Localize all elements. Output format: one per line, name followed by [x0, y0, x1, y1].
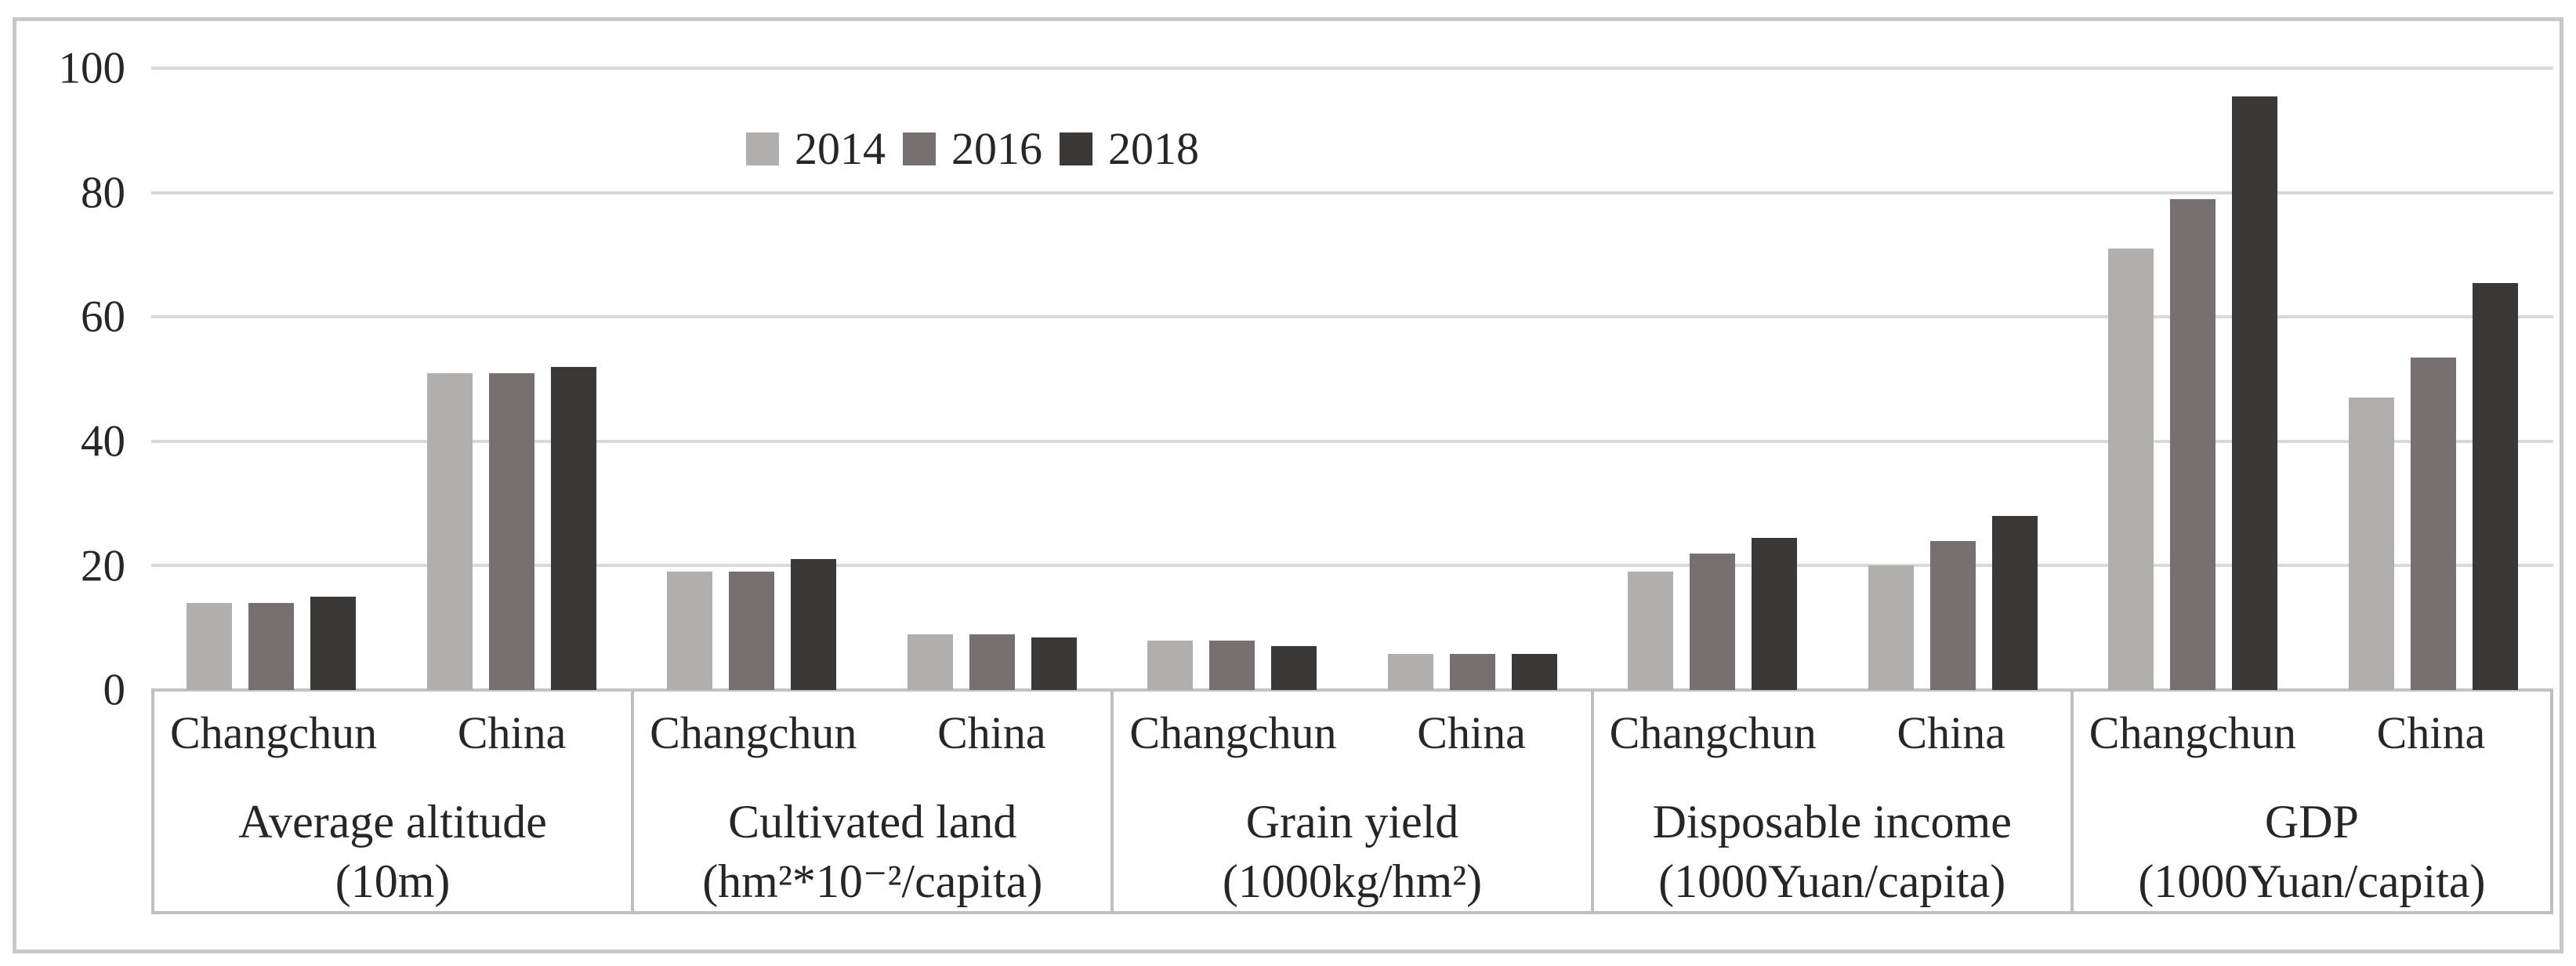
y-tick-60: 60: [81, 292, 125, 342]
sub-label-china: China: [1417, 706, 1526, 758]
legend-label-2014: 2014: [795, 123, 886, 174]
bar-2018-china: [1991, 516, 2038, 690]
bar-2014-changchun: [2108, 249, 2154, 690]
legend-swatch-2016-icon: [903, 133, 936, 165]
bar-series-container: [151, 68, 2553, 690]
group-label: Cultivated land (hm²*10⁻²/capita): [702, 796, 1043, 907]
legend-entry-2014: 2014: [746, 125, 886, 172]
bar-2016-changchun: [1690, 554, 1736, 690]
bar-cluster-china: [872, 68, 1113, 690]
legend-label-2018: 2018: [1108, 123, 1199, 174]
bar-cluster-china: [1833, 68, 2074, 690]
bar-2018-changchun: [1271, 646, 1317, 690]
bar-cluster-china: [1353, 68, 1593, 690]
legend-entry-2016: 2016: [903, 125, 1042, 172]
legend-entry-2018: 2018: [1060, 125, 1199, 172]
gridline-40: [151, 439, 2553, 443]
legend-swatch-2018-icon: [1060, 133, 1092, 165]
bar-cluster-changchun: [632, 68, 872, 690]
gridline-80: [151, 191, 2553, 194]
bar-2018-china: [550, 367, 596, 690]
legend-label-2016: 2016: [951, 123, 1042, 174]
bar-group-2: [1112, 68, 1592, 690]
legend: 2014 2016 2018: [746, 125, 1199, 172]
bar-2016-changchun: [248, 603, 295, 690]
bar-2016-changchun: [2170, 199, 2216, 690]
bar-2018-china: [1031, 637, 1077, 690]
bar-2016-china: [2410, 358, 2456, 690]
bar-cluster-china: [392, 68, 632, 690]
bar-group-3: [1592, 68, 2073, 690]
bar-cluster-changchun: [2073, 68, 2313, 690]
group-label: Grain yield (1000kg/hm²): [1222, 796, 1483, 907]
category-group-disposable-income: Changchun China Disposable income (1000Y…: [1594, 690, 2074, 911]
bar-2018-changchun: [2232, 96, 2278, 690]
legend-swatch-2014-icon: [746, 133, 779, 165]
category-group-gdp: Changchun China GDP (1000Yuan/capita): [2074, 690, 2550, 911]
gridline-60: [151, 315, 2553, 319]
bar-2014-china: [1868, 565, 1914, 690]
bar-2016-china: [1929, 541, 1976, 690]
bar-2014-china: [907, 634, 953, 690]
bar-2018-china: [1511, 654, 1557, 690]
category-group-average-altitude: Changchun China Average altitude (10m): [154, 690, 635, 911]
sub-label-china: China: [457, 706, 567, 758]
bar-2016-changchun: [729, 572, 775, 690]
sub-label-changchun: Changchun: [1609, 706, 1817, 758]
bar-cluster-changchun: [1112, 68, 1353, 690]
bar-2018-changchun: [310, 597, 357, 690]
bar-group-1: [632, 68, 1112, 690]
bar-2016-china: [969, 634, 1015, 690]
x-axis-line: [151, 688, 2553, 692]
sub-label-china: China: [1897, 706, 2006, 758]
bar-cluster-changchun: [151, 68, 392, 690]
sub-label-changchun: Changchun: [1129, 706, 1337, 758]
bar-2018-changchun: [791, 559, 837, 690]
y-tick-80: 80: [81, 168, 125, 218]
bar-2016-changchun: [1209, 641, 1255, 690]
bar-2014-changchun: [1628, 572, 1674, 690]
y-tick-40: 40: [81, 416, 125, 467]
bar-2016-china: [1449, 654, 1495, 690]
y-tick-100: 100: [58, 43, 126, 93]
sub-label-china: China: [937, 706, 1046, 758]
bar-group-0: [151, 68, 632, 690]
bar-cluster-china: [2313, 68, 2554, 690]
bar-2014-changchun: [1147, 641, 1194, 690]
bar-2018-changchun: [1752, 538, 1798, 690]
sub-label-changchun: Changchun: [650, 706, 857, 758]
bar-2016-china: [488, 373, 534, 690]
bar-2014-china: [1387, 654, 1433, 690]
category-axis: Changchun China Average altitude (10m) C…: [151, 690, 2553, 914]
category-group-cultivated-land: Changchun China Cultivated land (hm²*10⁻…: [634, 690, 1114, 911]
category-group-grain-yield: Changchun China Grain yield (1000kg/hm²): [1114, 690, 1594, 911]
sub-label-changchun: Changchun: [169, 706, 378, 758]
bar-2014-china: [426, 373, 473, 690]
gridline-100: [151, 67, 2553, 70]
bar-2014-changchun: [187, 603, 233, 690]
bar-group-4: [2073, 68, 2553, 690]
group-label: Average altitude (10m): [238, 796, 547, 907]
bar-cluster-changchun: [1592, 68, 1833, 690]
bar-2014-china: [2348, 398, 2394, 690]
y-tick-20: 20: [81, 541, 125, 591]
plot-area: [151, 67, 2553, 692]
group-label: Disposable income (1000Yuan/capita): [1652, 796, 2012, 907]
y-tick-0: 0: [103, 665, 126, 715]
group-label: GDP (1000Yuan/capita): [2138, 796, 2486, 907]
gridline-20: [151, 564, 2553, 568]
sub-label-china: China: [2376, 706, 2486, 758]
sub-label-changchun: Changchun: [2089, 706, 2296, 758]
bar-2018-china: [2472, 283, 2518, 690]
bar-2014-changchun: [667, 572, 713, 690]
